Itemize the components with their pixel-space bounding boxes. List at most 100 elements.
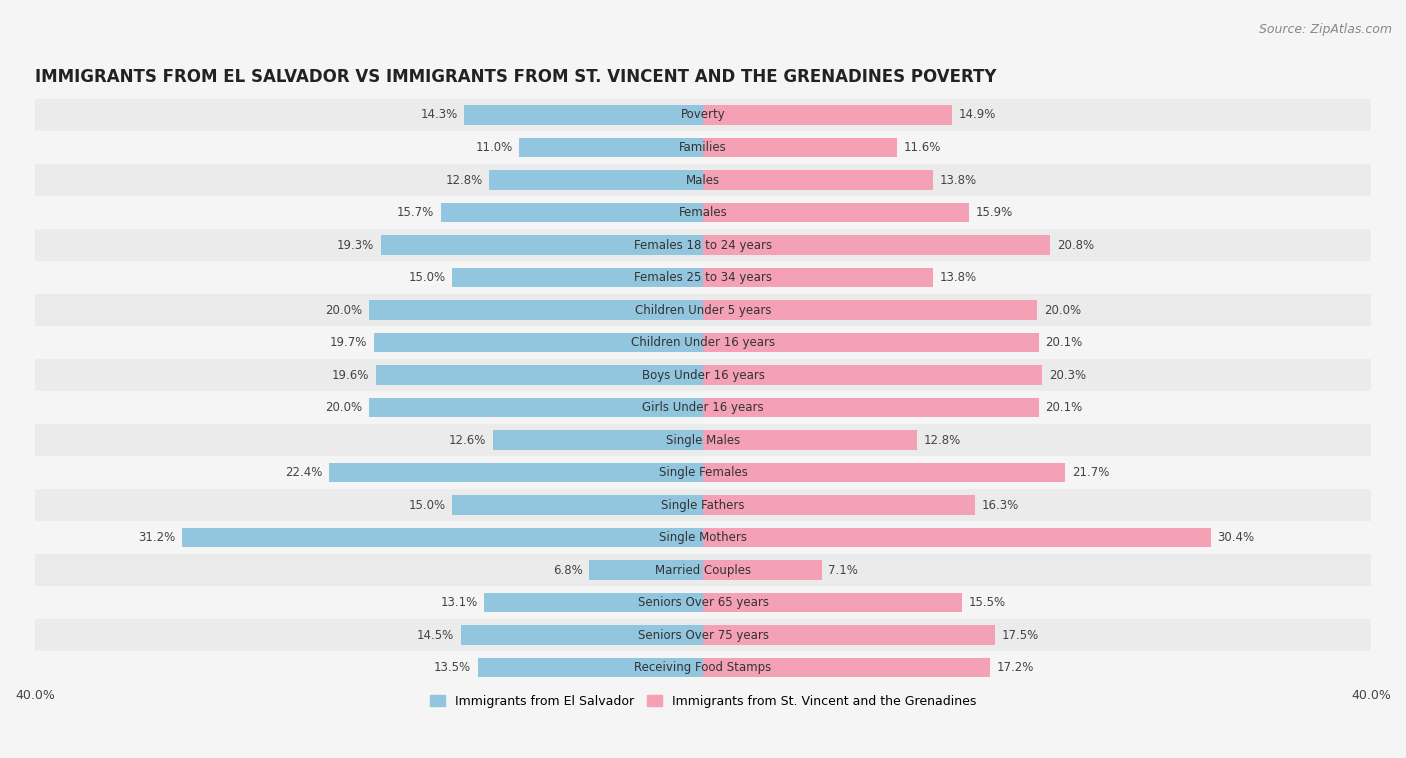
Text: 15.5%: 15.5% <box>969 596 1005 609</box>
Bar <box>703 625 995 645</box>
Bar <box>35 131 1371 164</box>
Bar <box>35 99 1371 131</box>
Text: Receiving Food Stamps: Receiving Food Stamps <box>634 661 772 674</box>
Text: 15.0%: 15.0% <box>409 271 446 284</box>
Text: Seniors Over 75 years: Seniors Over 75 years <box>637 628 769 641</box>
Text: Boys Under 16 years: Boys Under 16 years <box>641 368 765 381</box>
Bar <box>35 651 1371 684</box>
Bar <box>381 235 703 255</box>
Text: 22.4%: 22.4% <box>285 466 322 479</box>
Text: 14.3%: 14.3% <box>420 108 457 121</box>
Bar <box>35 489 1371 522</box>
Bar <box>368 300 703 320</box>
Bar <box>519 138 703 157</box>
Text: Females: Females <box>679 206 727 219</box>
Bar <box>35 196 1371 229</box>
Bar <box>703 171 934 190</box>
Bar <box>35 359 1371 391</box>
Text: Source: ZipAtlas.com: Source: ZipAtlas.com <box>1258 23 1392 36</box>
Bar <box>35 294 1371 326</box>
Bar <box>35 619 1371 651</box>
Text: 20.3%: 20.3% <box>1049 368 1085 381</box>
Bar <box>703 300 1038 320</box>
Text: Females 18 to 24 years: Females 18 to 24 years <box>634 239 772 252</box>
Text: 12.8%: 12.8% <box>924 434 960 446</box>
Bar <box>703 268 934 287</box>
Text: 13.8%: 13.8% <box>941 271 977 284</box>
Text: 19.7%: 19.7% <box>330 336 367 349</box>
Text: 20.0%: 20.0% <box>325 401 363 414</box>
Text: 6.8%: 6.8% <box>553 564 582 577</box>
Text: Single Females: Single Females <box>658 466 748 479</box>
Bar <box>703 105 952 125</box>
Bar <box>703 658 990 678</box>
Text: 15.0%: 15.0% <box>409 499 446 512</box>
Bar <box>181 528 703 547</box>
Bar <box>35 587 1371 619</box>
Bar <box>703 202 969 222</box>
Text: 20.1%: 20.1% <box>1046 401 1083 414</box>
Bar <box>461 625 703 645</box>
Text: Children Under 5 years: Children Under 5 years <box>634 303 772 317</box>
Bar <box>35 391 1371 424</box>
Text: 13.1%: 13.1% <box>440 596 478 609</box>
Bar <box>35 522 1371 554</box>
Text: Poverty: Poverty <box>681 108 725 121</box>
Bar <box>35 262 1371 294</box>
Text: 12.6%: 12.6% <box>449 434 486 446</box>
Text: 20.1%: 20.1% <box>1046 336 1083 349</box>
Bar <box>703 463 1066 482</box>
Bar <box>453 495 703 515</box>
Bar <box>703 593 962 612</box>
Bar <box>589 560 703 580</box>
Bar <box>484 593 703 612</box>
Bar <box>703 333 1039 352</box>
Text: 15.9%: 15.9% <box>976 206 1012 219</box>
Bar <box>35 164 1371 196</box>
Bar <box>329 463 703 482</box>
Bar <box>35 456 1371 489</box>
Text: Married Couples: Married Couples <box>655 564 751 577</box>
Text: Seniors Over 65 years: Seniors Over 65 years <box>637 596 769 609</box>
Text: Single Fathers: Single Fathers <box>661 499 745 512</box>
Text: 11.6%: 11.6% <box>904 141 941 154</box>
Text: Single Males: Single Males <box>666 434 740 446</box>
Text: 12.8%: 12.8% <box>446 174 482 186</box>
Text: 20.8%: 20.8% <box>1057 239 1094 252</box>
Text: Females 25 to 34 years: Females 25 to 34 years <box>634 271 772 284</box>
Bar <box>492 431 703 449</box>
Text: 16.3%: 16.3% <box>981 499 1019 512</box>
Text: 17.2%: 17.2% <box>997 661 1035 674</box>
Bar <box>703 235 1050 255</box>
Bar <box>703 398 1039 418</box>
Text: 30.4%: 30.4% <box>1218 531 1254 544</box>
Text: 21.7%: 21.7% <box>1073 466 1109 479</box>
Text: Males: Males <box>686 174 720 186</box>
Bar <box>35 229 1371 262</box>
Text: 31.2%: 31.2% <box>138 531 176 544</box>
Bar <box>703 495 976 515</box>
Text: Single Mothers: Single Mothers <box>659 531 747 544</box>
Bar <box>35 326 1371 359</box>
Bar <box>35 424 1371 456</box>
Bar <box>374 333 703 352</box>
Bar <box>703 138 897 157</box>
Text: Children Under 16 years: Children Under 16 years <box>631 336 775 349</box>
Bar <box>441 202 703 222</box>
Text: 20.0%: 20.0% <box>1043 303 1081 317</box>
Text: IMMIGRANTS FROM EL SALVADOR VS IMMIGRANTS FROM ST. VINCENT AND THE GRENADINES PO: IMMIGRANTS FROM EL SALVADOR VS IMMIGRANT… <box>35 68 997 86</box>
Text: Families: Families <box>679 141 727 154</box>
Bar <box>453 268 703 287</box>
Bar <box>703 431 917 449</box>
Text: 14.9%: 14.9% <box>959 108 995 121</box>
Text: 7.1%: 7.1% <box>828 564 858 577</box>
Bar <box>489 171 703 190</box>
Text: 13.8%: 13.8% <box>941 174 977 186</box>
Text: 20.0%: 20.0% <box>325 303 363 317</box>
Legend: Immigrants from El Salvador, Immigrants from St. Vincent and the Grenadines: Immigrants from El Salvador, Immigrants … <box>425 690 981 713</box>
Bar <box>464 105 703 125</box>
Bar <box>35 554 1371 587</box>
Bar <box>703 365 1042 385</box>
Bar <box>703 528 1211 547</box>
Text: 19.3%: 19.3% <box>336 239 374 252</box>
